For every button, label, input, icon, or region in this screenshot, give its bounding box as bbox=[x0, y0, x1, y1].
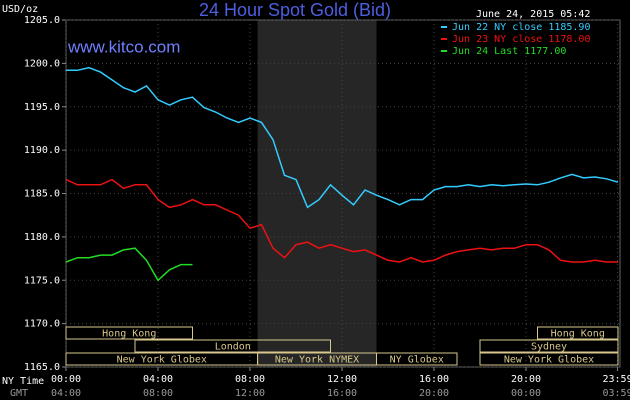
x-tick-label: 12:00 bbox=[327, 374, 357, 385]
x2-tick-label: 20:00 bbox=[419, 388, 449, 399]
x-tick-label: 08:00 bbox=[235, 374, 265, 385]
x-tick-label: 00:00 bbox=[51, 374, 81, 385]
session-label: Hong Kong bbox=[102, 329, 156, 340]
session-label: London bbox=[215, 342, 251, 353]
session-label: Hong Kong bbox=[551, 329, 605, 340]
x-tick-label: 16:00 bbox=[419, 374, 449, 385]
x-tick-label: 20:00 bbox=[511, 374, 541, 385]
session-label: Sydney bbox=[531, 342, 567, 353]
session-box bbox=[134, 339, 331, 353]
y-tick-label: 1180.0 bbox=[24, 232, 60, 243]
y-tick-label: 1205.0 bbox=[24, 15, 60, 26]
x2-tick-label: 16:00 bbox=[327, 388, 357, 399]
y-tick-label: 1195.0 bbox=[24, 102, 60, 113]
y-tick-label: 1200.0 bbox=[24, 58, 60, 69]
y-unit: USD/oz bbox=[2, 4, 38, 15]
legend-label: Jun 22 NY close 1185.90 bbox=[452, 22, 590, 33]
session-box bbox=[479, 339, 619, 353]
y-tick-label: 1185.0 bbox=[24, 189, 60, 200]
session-box bbox=[65, 326, 193, 340]
y-tick-label: 1170.0 bbox=[24, 319, 60, 330]
x2-tick-label: 03:59 bbox=[602, 388, 630, 399]
series-line bbox=[66, 66, 619, 209]
y-tick-label: 1175.0 bbox=[24, 275, 60, 286]
session-box bbox=[537, 326, 619, 340]
highlight-band bbox=[257, 20, 377, 367]
legend-label: Jun 23 NY close 1178.00 bbox=[452, 34, 590, 45]
x2-tick-label: 00:00 bbox=[511, 388, 541, 399]
session-label: New York Globex bbox=[117, 355, 207, 366]
x-tick-label: 23:59 bbox=[602, 374, 630, 385]
x-row-label: NY Time bbox=[2, 376, 44, 387]
series-line bbox=[65, 178, 618, 263]
session-box bbox=[479, 352, 619, 366]
x2-tick-label: 04:00 bbox=[51, 388, 81, 399]
timestamp: June 24, 2015 05:42 bbox=[476, 9, 590, 20]
x-tick-label: 04:00 bbox=[143, 374, 173, 385]
session-label: New York NYMEX bbox=[275, 355, 359, 366]
legend-label: Jun 24 Last 1177.00 bbox=[452, 46, 566, 57]
x2-row-label: GMT bbox=[10, 388, 28, 399]
x2-tick-label: 12:00 bbox=[235, 388, 265, 399]
y-tick-label: 1190.0 bbox=[24, 145, 60, 156]
session-label: NY Globex bbox=[390, 355, 444, 366]
session-box bbox=[376, 352, 458, 366]
session-label: New York Globex bbox=[504, 355, 594, 366]
chart-title: 24 Hour Spot Gold (Bid) bbox=[199, 0, 391, 20]
watermark: www.kitco.com bbox=[67, 37, 180, 56]
y-tick-label: 1165.0 bbox=[24, 362, 60, 373]
x2-tick-label: 08:00 bbox=[143, 388, 173, 399]
series-line bbox=[65, 247, 193, 282]
